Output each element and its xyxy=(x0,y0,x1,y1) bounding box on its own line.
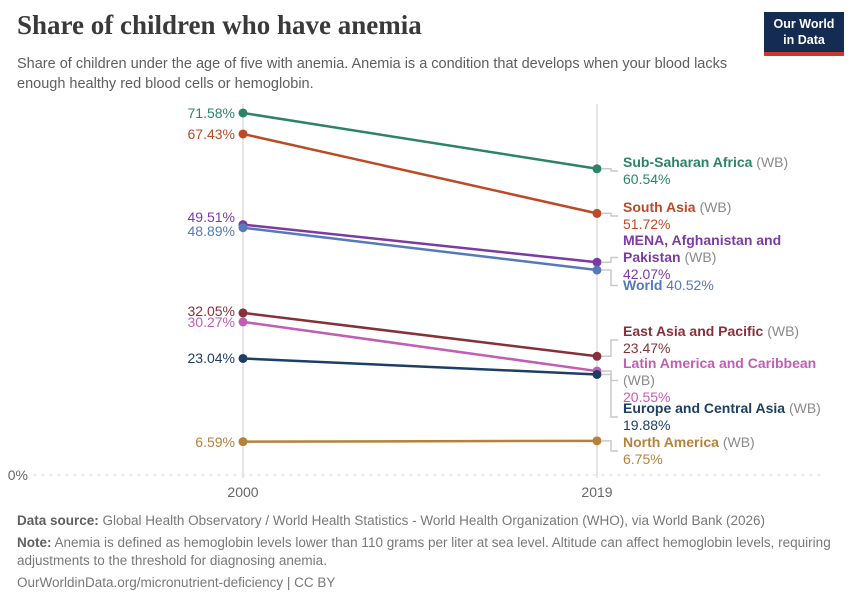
connector-europe-and-central-asia xyxy=(602,373,618,418)
series-label-europe-and-central-asia[interactable]: Europe and Central Asia (WB) 19.88% xyxy=(623,400,821,434)
start-value-label-north-america: 6.59% xyxy=(195,434,235,450)
label-segment-value: 6.75% xyxy=(623,451,663,467)
start-value-label-latin-america-and-caribbean: 30.27% xyxy=(187,314,235,330)
series-line-north-america[interactable] xyxy=(242,439,598,443)
label-segment-value: 19.88% xyxy=(623,417,671,433)
owid-logo-line2: in Data xyxy=(783,32,825,47)
series-line-sub-saharan-africa[interactable] xyxy=(242,111,598,171)
label-segment-paren: (WB) xyxy=(623,372,655,388)
data-point-start-sub-saharan-africa[interactable] xyxy=(238,108,248,118)
label-segment-name: East Asia and Pacific xyxy=(623,323,764,339)
data-point-start-south-asia[interactable] xyxy=(238,129,248,139)
start-value-label-east-asia-and-pacific: 32.05% xyxy=(187,303,235,319)
series-label-south-asia[interactable]: South Asia (WB) 51.72% xyxy=(623,199,731,233)
data-point-end-mena-afghanistan-pakistan[interactable] xyxy=(592,257,602,267)
data-point-end-south-asia[interactable] xyxy=(592,208,602,218)
series-line-east-asia-and-pacific[interactable] xyxy=(242,311,598,358)
start-value-label-europe-and-central-asia: 23.04% xyxy=(187,350,235,366)
data-source-text: Global Health Observatory / World Health… xyxy=(98,513,766,528)
note-line: Note: Anemia is defined as hemoglobin le… xyxy=(17,534,839,569)
label-segment-value: 51.72% xyxy=(623,216,671,232)
data-source-line: Data source: Global Health Observatory /… xyxy=(17,512,839,530)
y-tick-zero: 0% xyxy=(7,467,28,483)
label-segment-value: 23.47% xyxy=(623,340,671,356)
data-point-end-world[interactable] xyxy=(592,265,602,275)
data-point-start-latin-america-and-caribbean[interactable] xyxy=(238,317,248,327)
series-label-latin-america-and-caribbean[interactable]: Latin America and Caribbean (WB) 20.55% xyxy=(623,355,816,406)
note-label: Note: xyxy=(17,535,52,550)
series-label-north-america[interactable]: North America (WB) 6.75% xyxy=(623,434,755,468)
owid-logo[interactable]: Our World in Data xyxy=(764,12,844,57)
label-segment-name: Latin America and Caribbean xyxy=(623,355,817,371)
label-segment-name: Sub-Saharan Africa xyxy=(623,154,753,170)
connector-mena-afghanistan-pakistan xyxy=(602,256,618,263)
label-segment-name: Europe and Central Asia xyxy=(623,400,786,416)
label-segment-value: 20.55% xyxy=(623,389,671,405)
license-link[interactable]: OurWorldinData.org/micronutrient-deficie… xyxy=(17,574,336,590)
data-source-label: Data source: xyxy=(17,513,99,528)
series-line-europe-and-central-asia[interactable] xyxy=(242,357,598,376)
chart-subtitle: Share of children under the age of five … xyxy=(17,56,728,92)
series-line-south-asia[interactable] xyxy=(242,132,598,215)
label-segment-name: Pakistan xyxy=(623,249,681,265)
series-line-mena-afghanistan-pakistan[interactable] xyxy=(242,223,598,264)
label-segment-name: MENA, Afghanistan and xyxy=(623,232,782,248)
x-tick-2000: 2000 xyxy=(227,484,259,500)
start-value-label-mena-afghanistan-pakistan: 49.51% xyxy=(187,209,235,225)
label-segment-paren: (WB) xyxy=(680,249,717,265)
label-segment-paren: (WB) xyxy=(785,400,821,416)
data-point-end-north-america[interactable] xyxy=(592,436,602,446)
owid-logo-line1: Our World xyxy=(773,17,835,31)
data-point-end-sub-saharan-africa[interactable] xyxy=(592,164,602,174)
data-point-start-world[interactable] xyxy=(238,223,248,233)
data-point-end-europe-and-central-asia[interactable] xyxy=(592,369,602,379)
connector-world xyxy=(602,269,618,287)
data-point-end-east-asia-and-pacific[interactable] xyxy=(592,351,602,361)
chart-footer: Data source: Global Health Observatory /… xyxy=(17,512,839,596)
series-label-sub-saharan-africa[interactable]: Sub-Saharan Africa (WB) 60.54% xyxy=(623,154,788,188)
series-line-latin-america-and-caribbean[interactable] xyxy=(242,320,598,373)
label-segment-value: 60.54% xyxy=(623,171,671,187)
start-value-label-sub-saharan-africa: 71.58% xyxy=(187,105,235,121)
label-segment-paren: (WB) xyxy=(752,154,789,170)
label-segment-name: World xyxy=(623,277,663,293)
data-point-start-east-asia-and-pacific[interactable] xyxy=(238,308,248,318)
series-line-world[interactable] xyxy=(242,226,598,272)
connector-sub-saharan-africa xyxy=(602,168,618,172)
page-title: Share of children who have anemia xyxy=(17,10,422,40)
note-text: Anemia is defined as hemoglobin levels l… xyxy=(17,535,831,568)
series-label-world[interactable]: World 40.52% xyxy=(623,277,714,294)
label-segment-name: South Asia xyxy=(623,199,696,215)
label-segment-paren: (WB) xyxy=(763,323,800,339)
series-label-east-asia-and-pacific[interactable]: East Asia and Pacific (WB) 23.47% xyxy=(623,323,799,357)
label-segment-paren: (WB) xyxy=(695,199,732,215)
x-tick-2019: 2019 xyxy=(581,484,613,500)
start-value-label-south-asia: 67.43% xyxy=(187,126,235,142)
connector-south-asia xyxy=(602,212,618,217)
connector-latin-america-and-caribbean xyxy=(602,370,618,382)
label-segment-paren: (WB) xyxy=(718,434,755,450)
connector-north-america xyxy=(602,440,618,452)
series-label-mena-afghanistan-pakistan[interactable]: MENA, Afghanistan and Pakistan (WB) 42.07% xyxy=(623,232,781,283)
label-segment-value: 42.07% xyxy=(623,266,671,282)
label-segment-name: North America xyxy=(623,434,719,450)
data-point-start-europe-and-central-asia[interactable] xyxy=(238,353,248,363)
data-point-start-north-america[interactable] xyxy=(238,437,248,447)
label-segment-value: 40.52% xyxy=(662,277,714,293)
connector-east-asia-and-pacific xyxy=(602,339,618,358)
start-value-label-world: 48.89% xyxy=(187,223,235,239)
